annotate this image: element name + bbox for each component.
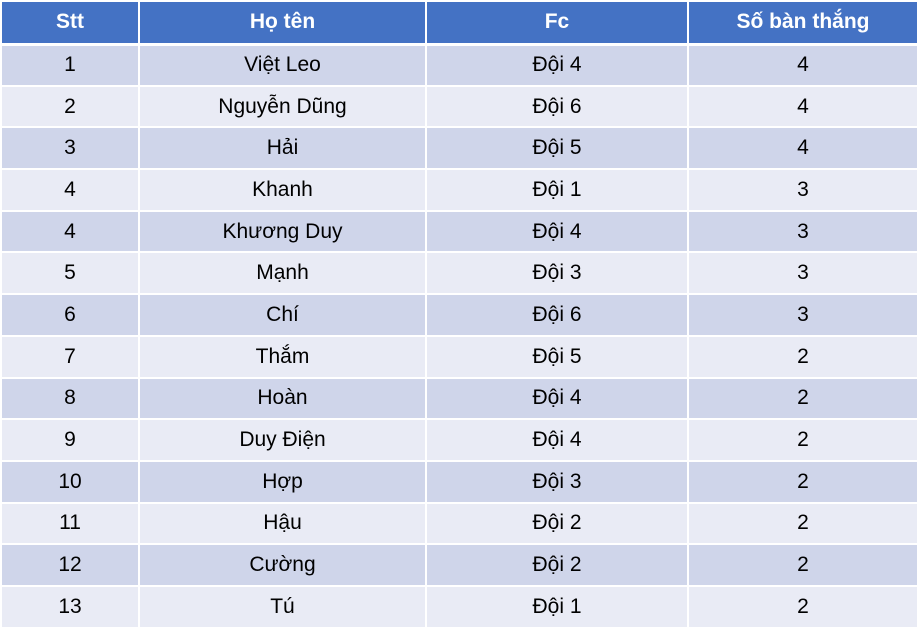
cell-name: Hậu <box>138 501 427 546</box>
cell-stt: 12 <box>0 543 140 587</box>
cell-goals: 3 <box>687 251 918 296</box>
cell-stt: 7 <box>0 334 140 379</box>
cell-stt: 8 <box>0 376 140 421</box>
cell-name: Hợp <box>138 459 427 504</box>
cell-goals: 2 <box>687 459 918 504</box>
cell-name: Tú <box>138 584 427 629</box>
cell-name: Cường <box>138 543 427 587</box>
cell-goals: 3 <box>687 168 918 212</box>
cell-stt: 9 <box>0 418 140 462</box>
cell-fc: Đội 4 <box>425 376 689 421</box>
cell-name: Khanh <box>138 168 427 212</box>
cell-stt: 10 <box>0 459 140 504</box>
cell-goals: 2 <box>687 501 918 546</box>
cell-goals: 2 <box>687 584 918 629</box>
header-row: Stt Họ tên Fc Số bàn thắng <box>0 0 918 46</box>
table-body: 1 Việt Leo Đội 4 4 2 Nguyễn Dũng Đội 6 4 3 Hải Đội… <box>0 43 918 629</box>
cell-goals: 3 <box>687 293 918 337</box>
cell-goals: 2 <box>687 543 918 587</box>
cell-goals: 2 <box>687 376 918 421</box>
cell-stt: 11 <box>0 501 140 546</box>
cell-name: Chí <box>138 293 427 337</box>
cell-fc: Đội 5 <box>425 126 689 171</box>
cell-fc: Đội 2 <box>425 543 689 587</box>
header-name: Họ tên <box>138 0 427 46</box>
cell-fc: Đội 6 <box>425 293 689 337</box>
cell-stt: 4 <box>0 209 140 254</box>
cell-stt: 2 <box>0 84 140 129</box>
cell-stt: 1 <box>0 43 140 87</box>
header-stt: Stt <box>0 0 140 46</box>
cell-fc: Đội 1 <box>425 168 689 212</box>
header-fc: Fc <box>425 0 689 46</box>
cell-fc: Đội 3 <box>425 251 689 296</box>
cell-goals: 2 <box>687 418 918 462</box>
table-header: Stt Họ tên Fc Số bàn thắng <box>0 0 918 46</box>
cell-fc: Đội 4 <box>425 418 689 462</box>
cell-fc: Đội 3 <box>425 459 689 504</box>
cell-goals: 2 <box>687 334 918 379</box>
cell-stt: 13 <box>0 584 140 629</box>
cell-fc: Đội 5 <box>425 334 689 379</box>
cell-goals: 4 <box>687 126 918 171</box>
cell-stt: 5 <box>0 251 140 296</box>
cell-stt: 6 <box>0 293 140 337</box>
cell-name: Duy Điện <box>138 418 427 462</box>
cell-name: Hoàn <box>138 376 427 421</box>
cell-fc: Đội 1 <box>425 584 689 629</box>
cell-goals: 4 <box>687 43 918 87</box>
cell-name: Việt Leo <box>138 43 427 87</box>
cell-stt: 4 <box>0 168 140 212</box>
cell-stt: 3 <box>0 126 140 171</box>
cell-goals: 3 <box>687 209 918 254</box>
cell-goals: 4 <box>687 84 918 129</box>
cell-fc: Đội 4 <box>425 209 689 254</box>
cell-name: Nguyễn Dũng <box>138 84 427 129</box>
header-goals: Số bàn thắng <box>687 0 918 46</box>
cell-fc: Đội 6 <box>425 84 689 129</box>
cell-fc: Đội 4 <box>425 43 689 87</box>
cell-name: Khương Duy <box>138 209 427 254</box>
cell-name: Mạnh <box>138 251 427 296</box>
cell-name: Hải <box>138 126 427 171</box>
cell-name: Thắm <box>138 334 427 379</box>
cell-fc: Đội 2 <box>425 501 689 546</box>
